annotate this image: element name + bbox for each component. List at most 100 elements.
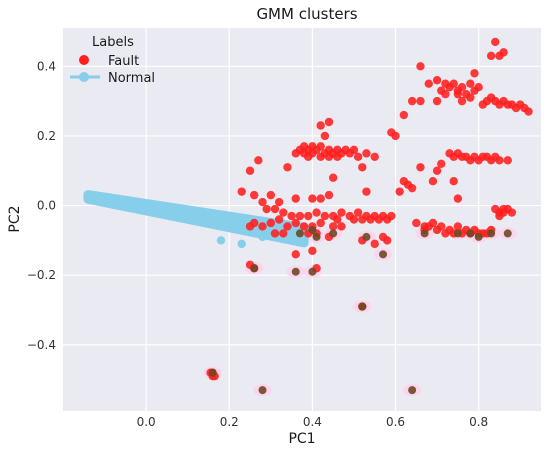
fault-point (262, 204, 271, 214)
fault-point (270, 229, 280, 238)
fault-point (466, 93, 475, 102)
fault-point (474, 156, 483, 165)
fault-point (437, 159, 446, 168)
fault-point (486, 51, 496, 61)
fault-point (266, 190, 276, 200)
fault-point (511, 103, 521, 113)
fault-point (399, 110, 409, 120)
fault-point (308, 194, 317, 203)
fault-point (299, 222, 309, 231)
gmm-overlay-point (312, 232, 321, 241)
fault-point (524, 107, 533, 116)
series-fault (206, 37, 533, 381)
y-tick-label: 0.2 (37, 129, 56, 143)
fault-point (353, 152, 363, 162)
fault-point (407, 183, 417, 193)
legend-label-normal: Normal (108, 71, 155, 86)
fault-point (270, 204, 280, 214)
series-gmm-overlay (208, 225, 512, 395)
fault-point (383, 236, 392, 245)
fault-point (291, 250, 300, 259)
fault-point (304, 211, 313, 221)
fault-point (316, 142, 325, 151)
fault-point (486, 93, 496, 102)
gmm-overlay-point (358, 302, 367, 311)
fault-point (441, 89, 450, 99)
fault-point (337, 222, 346, 231)
fault-point (250, 190, 259, 200)
fault-point (416, 163, 425, 172)
gmm-overlay-point (362, 232, 371, 241)
gmm-overlay-point (208, 368, 217, 377)
fault-point (432, 96, 442, 106)
legend-marker-normal (79, 72, 89, 82)
fault-point (395, 187, 404, 196)
fault-point (470, 69, 479, 78)
legend-label-fault: Fault (108, 54, 139, 69)
fault-point (324, 117, 334, 127)
fault-point (316, 121, 325, 130)
fault-point (324, 152, 334, 162)
series-normal (83, 190, 309, 249)
fault-point (328, 222, 338, 231)
fault-point (358, 215, 367, 224)
gmm-overlay-point (453, 229, 462, 238)
fault-point (274, 197, 284, 207)
y-tick-labels: −0.4 −0.2 0.0 0.2 0.4 (27, 59, 56, 352)
y-axis-label: PC2 (7, 205, 23, 232)
fault-point (407, 96, 417, 106)
fault-point (478, 100, 488, 109)
fault-point (466, 79, 475, 88)
fault-point (374, 215, 384, 224)
fault-point (445, 82, 454, 92)
fault-point (316, 194, 325, 203)
fault-point (383, 215, 392, 224)
y-tick-label: −0.2 (27, 268, 56, 282)
legend: Labels Fault Normal (70, 35, 155, 86)
fault-point (503, 156, 512, 165)
gmm-overlay-point (408, 386, 417, 395)
fault-point (449, 177, 458, 186)
fault-point (499, 204, 508, 214)
fault-point (283, 222, 292, 231)
gmm-overlay-point (291, 267, 300, 276)
fault-point (470, 86, 479, 95)
chart-title: GMM clusters (256, 5, 357, 23)
fault-point (245, 166, 255, 175)
gmm-overlay-point (329, 229, 338, 238)
gmm-overlay-point (379, 250, 388, 259)
fault-point (308, 246, 317, 256)
fault-point (432, 166, 442, 175)
legend-title: Labels (92, 35, 134, 50)
fault-point (254, 156, 263, 165)
y-tick-label: 0.4 (37, 59, 56, 73)
gmm-overlay-point (466, 229, 475, 238)
fault-point (353, 208, 363, 217)
fault-point (491, 37, 500, 47)
fault-point (503, 100, 512, 109)
x-tick-label: 0.0 (137, 415, 156, 429)
fault-point (312, 208, 321, 217)
gmm-overlay-point (474, 232, 483, 241)
x-tick-label: 0.6 (386, 415, 405, 429)
normal-point (216, 236, 226, 245)
fault-point (324, 190, 334, 200)
fault-point (457, 152, 467, 162)
fault-point (482, 152, 492, 162)
fault-point (245, 222, 255, 231)
fault-point (457, 96, 467, 106)
fault-point (362, 187, 371, 196)
fault-point (416, 96, 425, 106)
normal-point (258, 232, 267, 242)
fault-point (274, 215, 284, 224)
fault-point (449, 152, 458, 162)
fault-point (453, 89, 463, 99)
x-tick-label: 0.8 (469, 415, 488, 429)
fault-point (491, 152, 500, 162)
fault-point (495, 100, 504, 109)
fault-point (283, 163, 292, 172)
fault-point (279, 229, 288, 238)
fault-point (333, 145, 342, 155)
gmm-overlay-point (487, 229, 496, 238)
fault-point (316, 152, 325, 162)
